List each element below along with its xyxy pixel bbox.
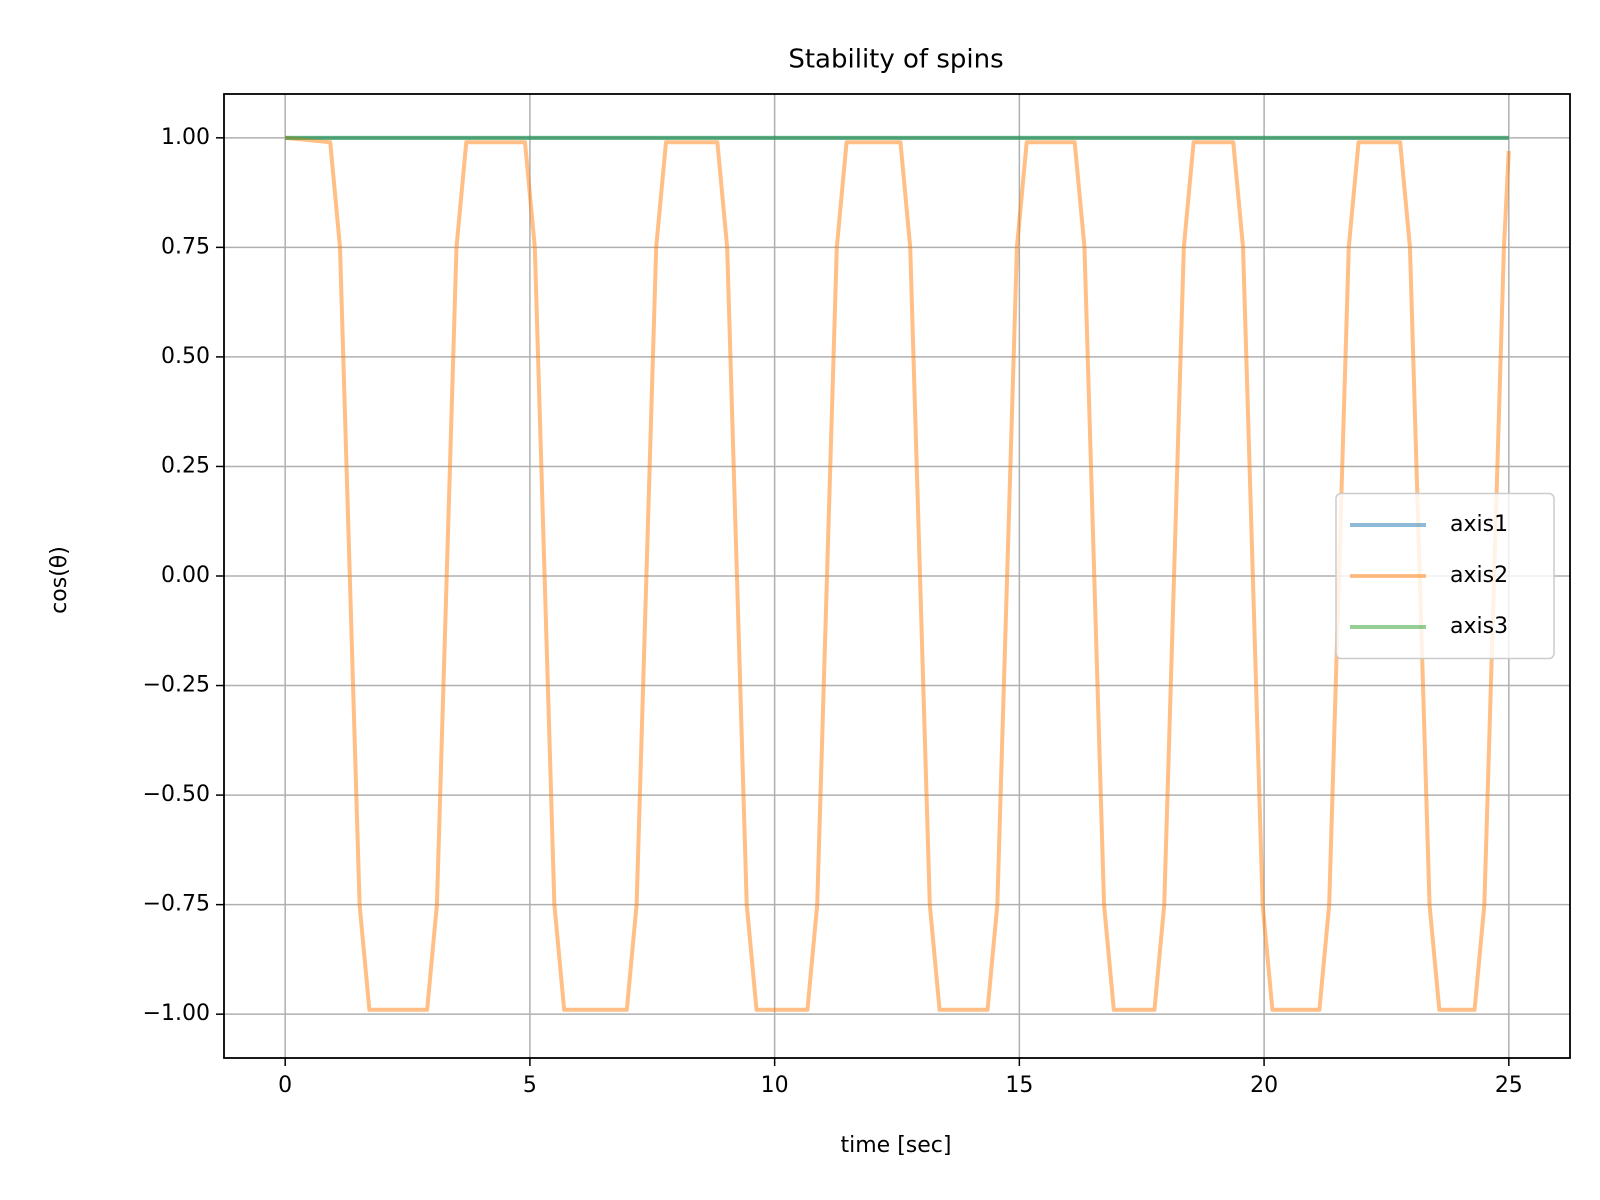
x-tick-label: 10 bbox=[761, 1073, 789, 1098]
y-tick-label: 0.25 bbox=[161, 453, 210, 478]
chart-title: Stability of spins bbox=[788, 45, 1003, 75]
x-tick-label: 25 bbox=[1495, 1073, 1523, 1098]
legend-label: axis2 bbox=[1450, 563, 1508, 588]
x-axis-label: time [sec] bbox=[841, 1133, 952, 1158]
x-tick-label: 20 bbox=[1250, 1073, 1278, 1098]
y-tick-label: 0.00 bbox=[161, 563, 210, 588]
y-tick-label: −0.50 bbox=[143, 782, 210, 807]
y-tick-label: −1.00 bbox=[143, 1001, 210, 1026]
y-tick-label: 1.00 bbox=[161, 125, 210, 150]
legend-label: axis3 bbox=[1450, 614, 1508, 639]
line-series bbox=[284, 135, 1511, 1012]
legend-label: axis1 bbox=[1450, 512, 1508, 537]
x-tick-label: 0 bbox=[278, 1073, 292, 1098]
x-tick-label: 15 bbox=[1005, 1073, 1033, 1098]
y-tick-label: 0.75 bbox=[161, 234, 210, 259]
legend-box bbox=[1335, 492, 1555, 660]
plot-frame bbox=[223, 93, 1571, 1059]
x-tick-label: 5 bbox=[523, 1073, 537, 1098]
y-tick-label: −0.25 bbox=[143, 673, 210, 698]
y-axis-label: cos(θ) bbox=[47, 546, 72, 614]
y-tick-label: 0.50 bbox=[161, 344, 210, 369]
y-tick-label: −0.75 bbox=[143, 892, 210, 917]
